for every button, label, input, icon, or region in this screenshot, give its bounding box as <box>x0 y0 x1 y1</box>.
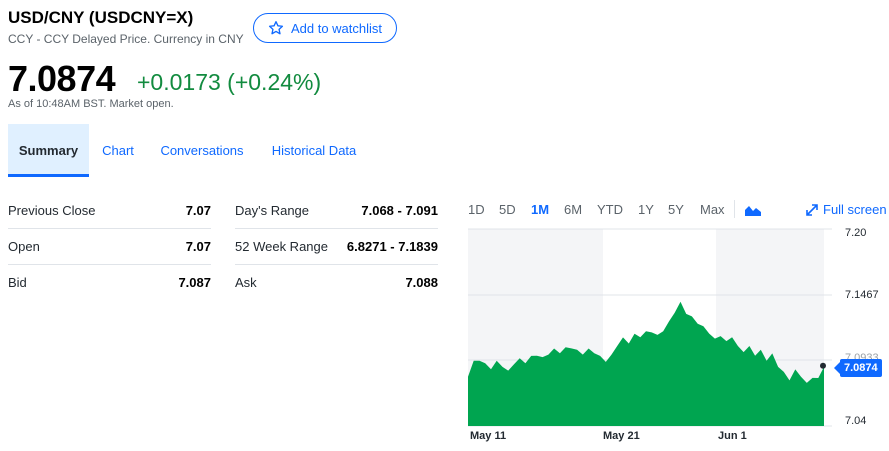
range-button-6m[interactable]: 6M <box>564 202 583 217</box>
y-tick-label: 7.1467 <box>845 289 879 301</box>
stat-label: Day's Range <box>235 203 310 218</box>
stat-row-days-range: Day's Range 7.068 - 7.091 <box>235 192 438 229</box>
current-price: 7.0874 <box>8 58 116 99</box>
stat-value: 7.087 <box>178 275 211 290</box>
stat-value: 7.07 <box>185 203 211 218</box>
stat-label: Open <box>8 239 40 254</box>
range-button-ytd[interactable]: YTD <box>597 202 623 217</box>
stat-label: Bid <box>8 275 27 290</box>
tab-conversations[interactable]: Conversations <box>160 143 244 158</box>
range-button-max[interactable]: Max <box>700 202 725 217</box>
tab-summary[interactable]: Summary <box>8 124 89 177</box>
stat-value: 6.8271 - 7.1839 <box>346 239 438 254</box>
stat-row-52-week-range: 52 Week Range 6.8271 - 7.1839 <box>235 228 438 265</box>
control-divider <box>734 200 735 218</box>
quote-subtitle: CCY - CCY Delayed Price. Currency in CNY <box>8 32 244 46</box>
stat-label: Previous Close <box>8 203 96 218</box>
mountain-chart-icon[interactable] <box>745 204 761 216</box>
range-button-5y[interactable]: 5Y <box>668 202 684 217</box>
expand-icon <box>806 203 818 216</box>
stat-row-open: Open 7.07 <box>8 228 211 265</box>
quote-tabs: Summary Chart Conversations Historical D… <box>0 124 889 177</box>
x-tick-label: Jun 1 <box>718 430 747 442</box>
range-button-1y[interactable]: 1Y <box>638 202 654 217</box>
x-tick-label: May 11 <box>470 430 507 442</box>
price-change: +0.0173 (+0.24%) <box>137 69 322 95</box>
price-area <box>468 301 824 426</box>
last-price-dot <box>820 362 826 369</box>
stat-value: 7.068 - 7.091 <box>361 203 438 218</box>
stat-label: Ask <box>235 275 257 290</box>
y-tick-label: 7.04 <box>845 415 867 427</box>
stat-row-bid: Bid 7.087 <box>8 264 211 300</box>
range-button-5d[interactable]: 5D <box>499 202 516 217</box>
current-price-tag: 7.0874 <box>834 359 882 377</box>
stat-row-ask: Ask 7.088 <box>235 264 438 300</box>
range-button-1m[interactable]: 1M <box>531 202 550 217</box>
quote-timestamp: As of 10:48AM BST. Market open. <box>8 98 174 110</box>
stat-label: 52 Week Range <box>235 239 328 254</box>
full-screen-button[interactable]: Full screen <box>806 202 887 217</box>
range-button-1d[interactable]: 1D <box>468 202 485 217</box>
tab-historical-data[interactable]: Historical Data <box>271 143 357 158</box>
add-to-watchlist-button[interactable]: Add to watchlist <box>253 13 397 43</box>
x-tick-label: May 21 <box>603 430 640 442</box>
full-screen-label: Full screen <box>823 202 887 217</box>
stat-value: 7.088 <box>405 275 438 290</box>
star-icon <box>268 21 284 35</box>
y-tick-label: 7.20 <box>845 227 867 239</box>
watchlist-label: Add to watchlist <box>290 20 383 36</box>
tab-chart[interactable]: Chart <box>102 143 134 158</box>
page-title: USD/CNY (USDCNY=X) <box>8 8 194 27</box>
stat-value: 7.07 <box>185 239 211 254</box>
stat-row-previous-close: Previous Close 7.07 <box>8 192 211 229</box>
